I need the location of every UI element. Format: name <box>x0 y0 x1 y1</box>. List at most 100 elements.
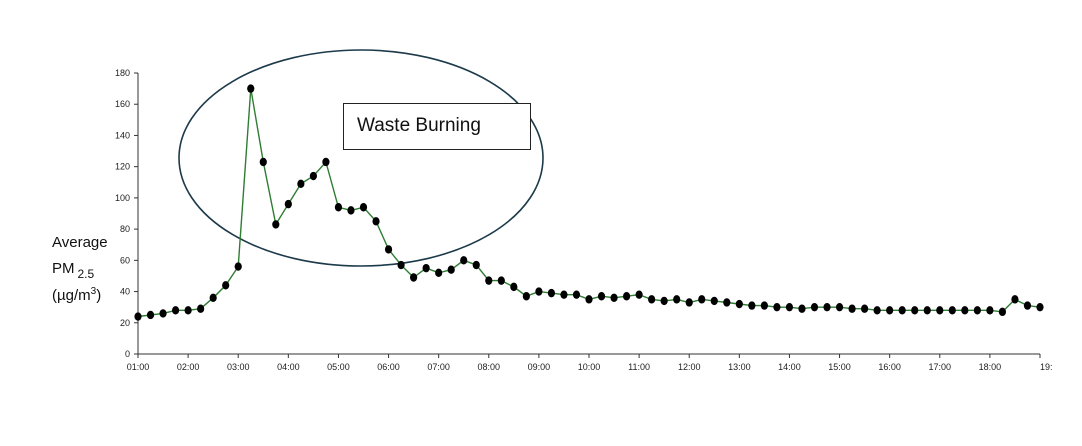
data-point <box>359 203 368 212</box>
x-tick-label: 03:00 <box>227 362 250 372</box>
annotation-ellipse-layer <box>178 49 544 267</box>
data-point <box>622 292 631 301</box>
x-tick-label: 07:00 <box>427 362 450 372</box>
x-tick-label: 08:00 <box>478 362 501 372</box>
data-point <box>798 304 806 313</box>
x-tick-label: 04:00 <box>277 362 300 372</box>
data-point <box>961 306 969 315</box>
x-tick-label: 05:00 <box>327 362 350 372</box>
y-axis-unit-superscript: 3 <box>90 285 97 297</box>
data-point <box>986 306 994 315</box>
data-point <box>234 262 242 271</box>
y-tick-label: 140 <box>115 130 130 140</box>
data-point <box>535 287 543 296</box>
data-point <box>522 292 530 301</box>
data-point <box>748 301 756 310</box>
y-axis-label-line3: (µg/m3) <box>52 283 108 309</box>
data-point <box>673 295 681 304</box>
data-point <box>597 292 606 301</box>
data-point <box>823 302 831 312</box>
data-point <box>1023 301 1032 310</box>
data-point <box>247 84 255 93</box>
data-point <box>384 245 393 254</box>
y-axis-label-pm: PM <box>52 260 75 278</box>
data-point <box>159 309 167 318</box>
y-tick-label: 0 <box>125 349 130 359</box>
annotation-label-box: Waste Burning <box>343 103 531 150</box>
data-point <box>835 302 844 312</box>
data-point <box>184 306 192 315</box>
data-point <box>209 293 217 302</box>
x-tick-label: 19: <box>1040 362 1053 372</box>
data-point <box>660 296 668 306</box>
y-tick-label: 80 <box>120 224 130 234</box>
data-point <box>222 281 230 290</box>
data-point <box>435 268 443 278</box>
data-point <box>948 306 956 315</box>
x-tick-label: 06:00 <box>377 362 400 372</box>
data-point <box>698 295 706 304</box>
data-point <box>372 217 380 226</box>
x-tick-label: 16:00 <box>878 362 901 372</box>
series-line <box>137 88 1041 318</box>
data-point <box>848 304 856 313</box>
x-tick-label: 09:00 <box>528 362 551 372</box>
data-point <box>723 298 731 307</box>
data-point <box>861 304 869 313</box>
series-layer <box>134 84 1044 321</box>
y-tick-label: 100 <box>115 193 130 203</box>
data-point <box>272 220 280 229</box>
data-point <box>309 171 317 181</box>
axes: 0 20 40 60 80 100 120 140 160 180 01:00 02:00 03:00 0… <box>115 68 1053 372</box>
data-point <box>873 306 881 315</box>
data-point <box>197 304 205 313</box>
x-tick-label: 15:00 <box>828 362 851 372</box>
data-point <box>422 263 430 273</box>
y-axis-label-pm-subscript: 2.5 <box>77 267 95 282</box>
y-tick-label: 20 <box>120 318 130 328</box>
data-point <box>284 199 292 209</box>
data-point <box>585 295 593 304</box>
y-tick-label: 180 <box>115 68 130 78</box>
data-point <box>1036 302 1044 312</box>
x-tick-label: 11:00 <box>628 362 650 372</box>
data-point <box>460 256 468 265</box>
data-point <box>1011 295 1019 304</box>
data-point <box>923 306 931 315</box>
data-point <box>810 302 819 312</box>
data-point <box>635 290 643 299</box>
y-tick-label: 160 <box>115 99 130 109</box>
data-point <box>886 306 894 315</box>
data-point <box>936 306 944 315</box>
annotation-ellipse <box>178 49 544 267</box>
data-point <box>572 290 581 299</box>
x-tick-label: 14:00 <box>778 362 801 372</box>
data-point <box>610 293 618 302</box>
data-point <box>397 260 405 270</box>
x-tick-label: 17:00 <box>929 362 952 372</box>
data-point <box>472 260 480 270</box>
x-tick-label: 02:00 <box>177 362 200 372</box>
data-point <box>735 299 743 309</box>
data-point <box>685 298 693 307</box>
data-point <box>334 203 343 212</box>
y-axis-unit-close: ) <box>96 286 102 304</box>
data-point <box>347 206 355 215</box>
data-point <box>898 306 906 315</box>
x-tick-label: 01:00 <box>127 362 150 372</box>
data-point <box>710 296 718 306</box>
data-point <box>410 273 418 282</box>
y-axis-unit-open: (µg/m <box>52 286 91 304</box>
annotation-label: Waste Burning <box>357 115 481 136</box>
x-tick-label: 13:00 <box>728 362 751 372</box>
data-point <box>259 157 267 167</box>
data-point <box>497 276 505 285</box>
data-point <box>773 302 781 312</box>
data-point <box>510 282 518 292</box>
y-axis-label: Average PM 2.5 (µg/m3) <box>52 230 108 309</box>
data-point <box>911 306 919 315</box>
data-point <box>485 276 493 285</box>
data-point <box>760 301 768 310</box>
x-tick-label: 10:00 <box>578 362 601 372</box>
